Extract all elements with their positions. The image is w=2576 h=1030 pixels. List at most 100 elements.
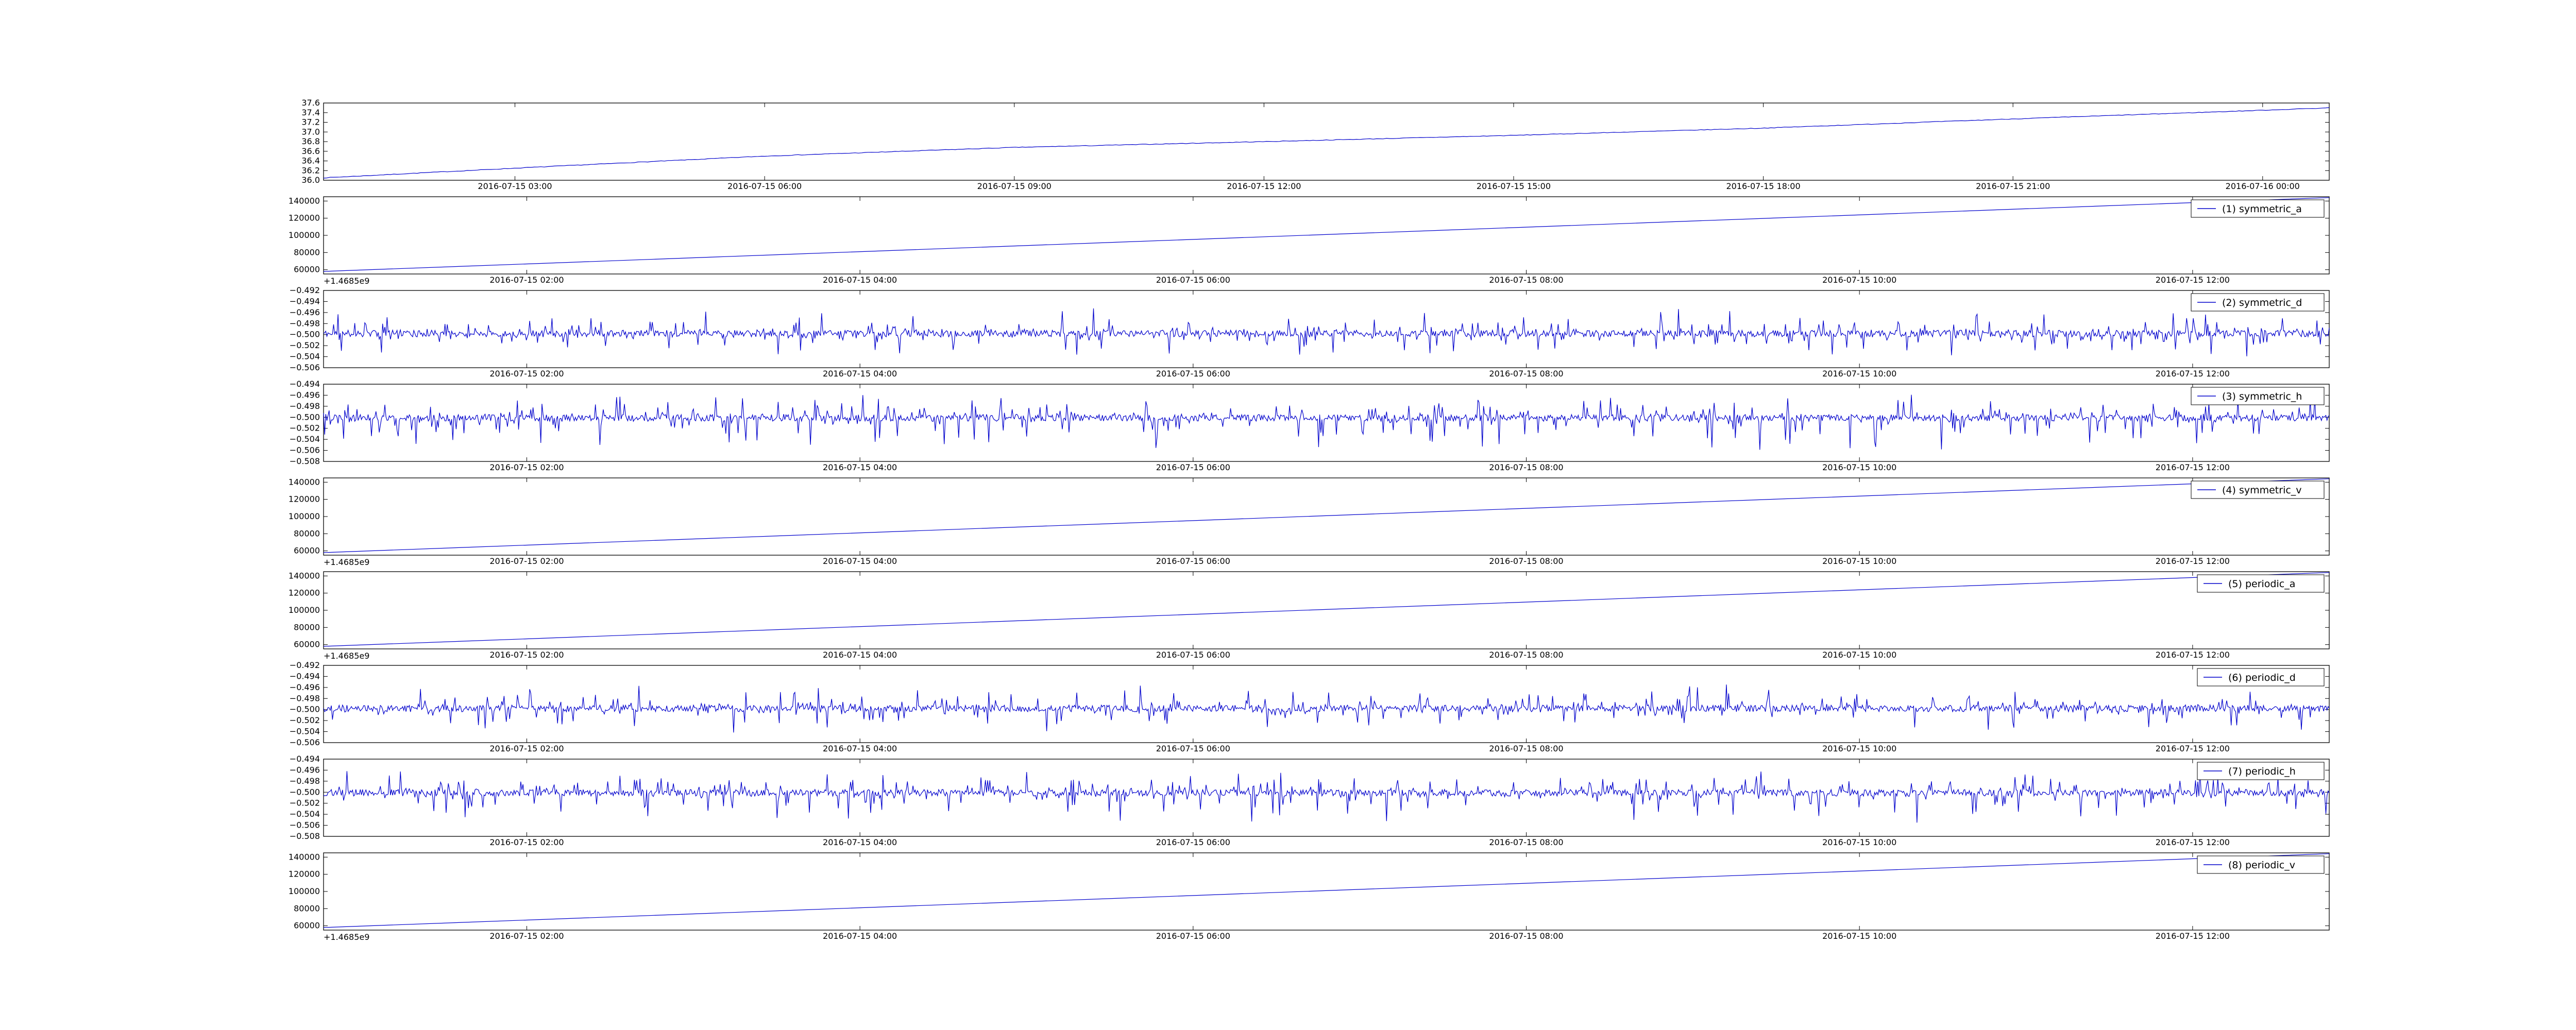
y-tick-label: −0.502 bbox=[290, 798, 320, 808]
subplot-4: −0.508−0.506−0.504−0.502−0.500−0.498−0.4… bbox=[290, 379, 2330, 472]
y-tick-label: −0.492 bbox=[290, 285, 320, 295]
x-tick-label: 2016-07-15 08:00 bbox=[1489, 650, 1563, 660]
x-offset-label: +1.4685e9 bbox=[324, 276, 369, 286]
x-tick-label: 2016-07-15 03:00 bbox=[478, 181, 552, 191]
legend: (7) periodic_h bbox=[2197, 762, 2325, 780]
subplot-7: −0.506−0.504−0.502−0.500−0.498−0.496−0.4… bbox=[290, 660, 2330, 753]
series-line bbox=[323, 197, 2330, 272]
series-line bbox=[323, 308, 2330, 356]
x-tick-label: 2016-07-15 12:00 bbox=[2156, 931, 2230, 941]
x-tick-label: 2016-07-15 12:00 bbox=[2156, 650, 2230, 660]
y-tick-label: −0.496 bbox=[290, 682, 320, 692]
y-tick-label: −0.492 bbox=[290, 660, 320, 670]
y-tick-label: 60000 bbox=[294, 265, 320, 274]
y-tick-label: 100000 bbox=[289, 511, 320, 521]
y-tick-label: 36.0 bbox=[301, 175, 320, 185]
y-tick-label: −0.506 bbox=[290, 445, 320, 455]
x-tick-label: 2016-07-15 08:00 bbox=[1489, 837, 1563, 847]
y-tick-label: 36.4 bbox=[301, 156, 320, 166]
y-tick-label: 100000 bbox=[289, 230, 320, 240]
x-tick-label: 2016-07-15 10:00 bbox=[1822, 744, 1896, 753]
y-tick-label: −0.500 bbox=[290, 412, 320, 422]
y-tick-label: 100000 bbox=[289, 886, 320, 896]
x-tick-label: 2016-07-15 12:00 bbox=[1227, 181, 1301, 191]
x-tick-label: 2016-07-15 02:00 bbox=[489, 462, 564, 472]
x-tick-label: 2016-07-15 10:00 bbox=[1822, 650, 1896, 660]
legend-label: (5) periodic_a bbox=[2228, 578, 2295, 590]
y-tick-label: −0.496 bbox=[290, 765, 320, 775]
x-tick-label: 2016-07-15 10:00 bbox=[1822, 275, 1896, 285]
x-tick-label: 2016-07-15 04:00 bbox=[823, 462, 897, 472]
x-tick-label: 2016-07-15 04:00 bbox=[823, 556, 897, 566]
axes-frame bbox=[323, 196, 2330, 274]
y-tick-label: 60000 bbox=[294, 546, 320, 556]
x-tick-label: 2016-07-15 08:00 bbox=[1489, 744, 1563, 753]
x-tick-label: 2016-07-15 18:00 bbox=[1726, 181, 1800, 191]
y-tick-label: −0.496 bbox=[290, 307, 320, 317]
y-tick-label: −0.502 bbox=[290, 340, 320, 350]
x-tick-label: 2016-07-15 04:00 bbox=[823, 369, 897, 379]
x-tick-label: 2016-07-15 09:00 bbox=[977, 181, 1052, 191]
y-tick-label: 100000 bbox=[289, 605, 320, 615]
subplot-3: −0.506−0.504−0.502−0.500−0.498−0.496−0.4… bbox=[290, 285, 2330, 379]
x-tick-label: 2016-07-15 02:00 bbox=[489, 275, 564, 285]
y-tick-label: −0.500 bbox=[290, 787, 320, 797]
x-tick-label: 2016-07-15 02:00 bbox=[489, 744, 564, 753]
x-tick-label: 2016-07-15 12:00 bbox=[2156, 275, 2230, 285]
x-tick-label: 2016-07-15 02:00 bbox=[489, 931, 564, 941]
y-tick-label: 36.2 bbox=[301, 165, 320, 175]
x-tick-label: 2016-07-15 04:00 bbox=[823, 650, 897, 660]
x-tick-label: 2016-07-15 06:00 bbox=[1156, 650, 1230, 660]
y-tick-label: 120000 bbox=[289, 494, 320, 504]
y-tick-label: −0.506 bbox=[290, 820, 320, 830]
x-tick-label: 2016-07-15 08:00 bbox=[1489, 462, 1563, 472]
x-tick-label: 2016-07-15 06:00 bbox=[727, 181, 802, 191]
x-tick-label: 2016-07-15 06:00 bbox=[1156, 462, 1230, 472]
subplot-1: 36.036.236.436.636.837.037.237.437.6 2016… bbox=[301, 98, 2330, 191]
y-tick-label: −0.504 bbox=[290, 434, 320, 444]
y-tick-label: 36.8 bbox=[301, 136, 320, 146]
axes-frame bbox=[323, 290, 2330, 368]
y-tick-label: 120000 bbox=[289, 588, 320, 598]
x-tick-label: 2016-07-15 02:00 bbox=[489, 650, 564, 660]
y-tick-label: −0.498 bbox=[290, 693, 320, 703]
series-line bbox=[323, 478, 2330, 553]
y-tick-label: −0.504 bbox=[290, 727, 320, 736]
x-tick-label: 2016-07-15 15:00 bbox=[1477, 181, 1551, 191]
series-line bbox=[323, 853, 2330, 928]
x-tick-label: 2016-07-15 06:00 bbox=[1156, 275, 1230, 285]
y-tick-label: −0.494 bbox=[290, 754, 320, 764]
legend-label: (7) periodic_h bbox=[2228, 766, 2296, 777]
y-tick-label: −0.496 bbox=[290, 390, 320, 400]
y-tick-label: −0.504 bbox=[290, 352, 320, 362]
x-tick-label: 2016-07-15 06:00 bbox=[1156, 556, 1230, 566]
x-tick-label: 2016-07-15 02:00 bbox=[489, 556, 564, 566]
y-tick-label: 140000 bbox=[289, 571, 320, 580]
legend: (4) symmetric_v bbox=[2191, 480, 2325, 499]
series-line bbox=[323, 572, 2330, 647]
y-tick-label: 140000 bbox=[289, 477, 320, 487]
subplot-9: 60000 80000 100000 120000 140000 2016-07-15 0… bbox=[289, 852, 2330, 942]
legend: (6) periodic_d bbox=[2197, 668, 2325, 686]
x-tick-label: 2016-07-15 10:00 bbox=[1822, 369, 1896, 379]
subplot-2: 60000 80000 100000 120000 140000 2016-07-15 0… bbox=[289, 196, 2330, 286]
x-tick-label: 2016-07-15 04:00 bbox=[823, 275, 897, 285]
y-tick-label: 37.2 bbox=[301, 117, 320, 127]
x-tick-label: 2016-07-15 08:00 bbox=[1489, 369, 1563, 379]
axes-frame bbox=[323, 384, 2330, 462]
y-tick-label: −0.506 bbox=[290, 363, 320, 372]
subplot-5: 60000 80000 100000 120000 140000 2016-07-15 0… bbox=[289, 477, 2330, 567]
x-tick-label: 2016-07-16 00:00 bbox=[2226, 181, 2300, 191]
x-tick-label: 2016-07-15 02:00 bbox=[489, 837, 564, 847]
legend-label: (3) symmetric_h bbox=[2222, 391, 2302, 402]
x-offset-label: +1.4685e9 bbox=[324, 932, 369, 942]
legend: (3) symmetric_h bbox=[2191, 387, 2325, 405]
y-tick-label: 37.6 bbox=[301, 98, 320, 108]
x-tick-label: 2016-07-15 12:00 bbox=[2156, 556, 2230, 566]
y-tick-label: −0.502 bbox=[290, 715, 320, 725]
legend-label: (1) symmetric_a bbox=[2222, 203, 2302, 215]
x-offset-label: +1.4685e9 bbox=[324, 557, 369, 567]
x-tick-label: 2016-07-15 08:00 bbox=[1489, 931, 1563, 941]
y-tick-label: 80000 bbox=[294, 622, 320, 632]
